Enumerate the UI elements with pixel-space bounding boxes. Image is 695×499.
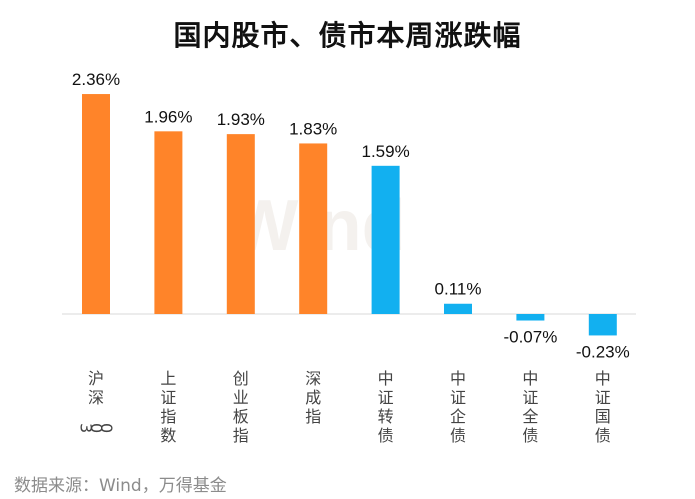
bar-7 (516, 314, 545, 321)
bar-6 (444, 303, 472, 314)
value-label-8: -0.23% (576, 342, 630, 361)
bar-3 (226, 134, 255, 314)
value-label-1: 2.36% (72, 70, 120, 89)
category-label-5: 中证转债 (378, 369, 394, 445)
value-label-6: 0.11% (435, 280, 482, 299)
source-note: 数据来源：Wind，万得基金 (14, 476, 227, 496)
value-label-4: 1.83% (289, 119, 337, 138)
category-label-2: 上证指数 (160, 369, 176, 445)
bar-4 (299, 143, 328, 314)
bar-2 (154, 131, 183, 314)
value-label-7: -0.07% (503, 328, 557, 347)
chart-title: 国内股市、债市本周涨跌幅 (173, 19, 522, 52)
bar-5 (371, 165, 400, 314)
value-label-5: 1.59% (361, 142, 409, 161)
category-label-6: 中证企债 (450, 369, 466, 445)
category-label-8: 中证国债 (595, 369, 611, 445)
bar-8 (588, 314, 617, 336)
category-label-4: 深成指 (305, 369, 321, 426)
bar-1 (82, 94, 110, 314)
category-label-1: 沪深 300 (77, 369, 116, 433)
category-label-3: 创业板指 (233, 369, 249, 445)
value-label-2: 1.96% (144, 107, 192, 126)
category-label-7: 中证全债 (522, 369, 538, 445)
value-label-3: 1.93% (217, 110, 265, 129)
